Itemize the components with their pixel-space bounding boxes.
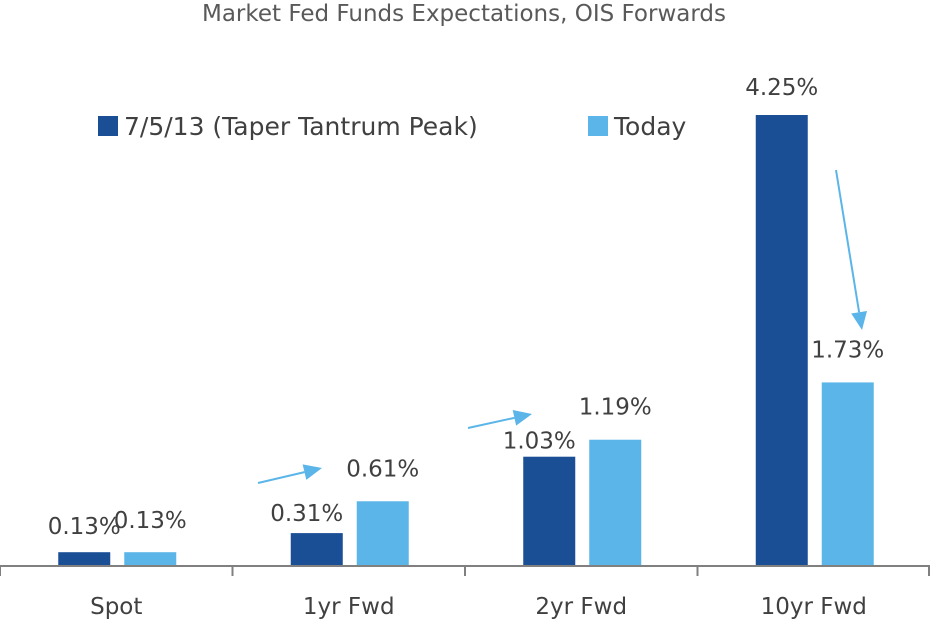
bar-s2-1yr-fwd xyxy=(356,501,409,566)
bar-s1-1yr-fwd xyxy=(290,533,343,566)
data-label-s2-3: 1.19% xyxy=(579,395,652,421)
x-tick-label-1: Spot xyxy=(90,594,142,620)
data-label-s2-1: 0.13% xyxy=(114,508,187,534)
legend-label-series-1: 7/5/13 (Taper Tantrum Peak) xyxy=(124,112,478,141)
trend-arrow-head-2 xyxy=(512,410,532,426)
data-label-s2-2: 0.61% xyxy=(346,456,419,482)
trend-arrow-3 xyxy=(835,169,861,313)
bar-s2-spot xyxy=(124,552,177,566)
bar-s1-2yr-fwd xyxy=(523,456,576,566)
trend-arrow-head-1 xyxy=(302,464,322,480)
bar-s1-spot xyxy=(58,552,111,566)
legend-label-series-2: Today xyxy=(613,112,687,141)
bar-s2-10yr-fwd xyxy=(821,382,874,566)
data-label-s1-1: 0.13% xyxy=(48,514,121,540)
chart-title: Market Fed Funds Expectations, OIS Forwa… xyxy=(202,1,726,27)
data-label-s1-2: 0.31% xyxy=(270,501,343,527)
trend-arrow-1 xyxy=(257,471,305,484)
legend-swatch-series-2 xyxy=(588,116,608,136)
trend-arrow-2 xyxy=(467,416,515,429)
data-label-s1-4: 4.25% xyxy=(745,75,818,101)
x-tick-label-3: 2yr Fwd xyxy=(535,594,627,620)
data-label-s2-4: 1.73% xyxy=(811,337,884,363)
data-label-s1-3: 1.03% xyxy=(503,429,576,455)
plot-area: 0.13% 0.31% 1.03% 4.25% 0.13% 0.61% 1.19% 1.73%… xyxy=(0,75,930,620)
bar-s1-10yr-fwd xyxy=(755,115,808,566)
trend-arrow-head-3 xyxy=(851,310,868,330)
x-tick-label-4: 10yr Fwd xyxy=(761,594,867,620)
bar-s2-2yr-fwd xyxy=(589,439,642,566)
x-tick-label-2: 1yr Fwd xyxy=(303,594,395,620)
legend: 7/5/13 (Taper Tantrum Peak) Today xyxy=(98,112,687,141)
legend-swatch-series-1 xyxy=(98,116,118,136)
